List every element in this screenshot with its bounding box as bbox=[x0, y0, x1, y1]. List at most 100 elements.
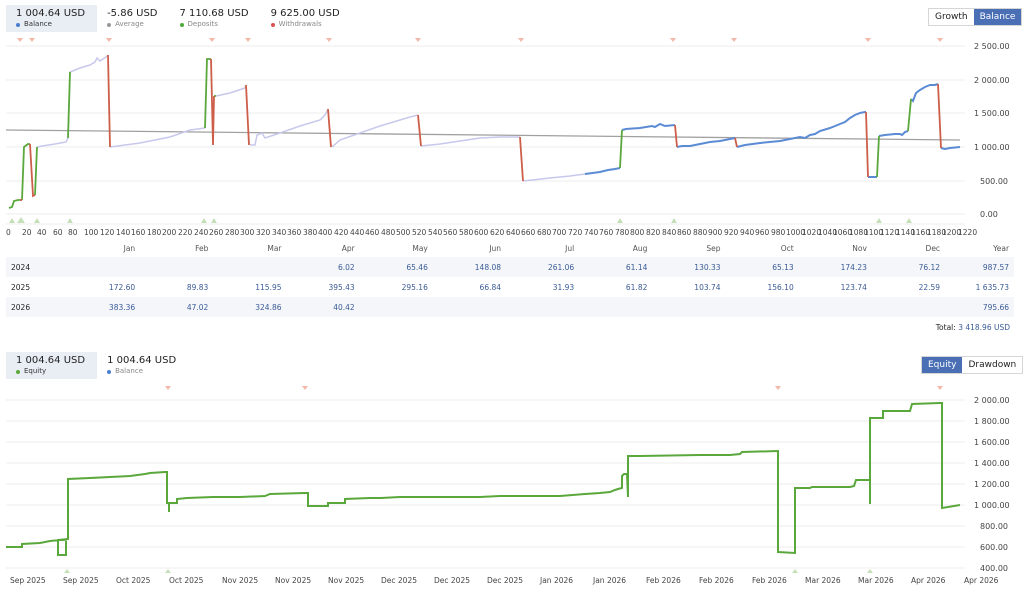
svg-text:360: 360 bbox=[287, 228, 302, 237]
svg-text:1 500.00: 1 500.00 bbox=[974, 109, 1010, 118]
stat-value: 1 004.64 USD bbox=[107, 355, 177, 366]
total-value: 3 418.96 USD bbox=[958, 323, 1010, 332]
average-line bbox=[5, 129, 961, 141]
svg-text:600: 600 bbox=[474, 228, 489, 237]
svg-text:400.00: 400.00 bbox=[980, 564, 1008, 573]
stat-equity[interactable]: 1 004.64 USD Equity bbox=[6, 352, 98, 379]
svg-text:Dec 2025: Dec 2025 bbox=[434, 576, 470, 585]
average-dot-icon bbox=[107, 22, 112, 27]
svg-text:940: 940 bbox=[740, 228, 755, 237]
growth-button[interactable]: Growth bbox=[929, 9, 974, 25]
svg-text:980: 980 bbox=[771, 228, 786, 237]
table-row: 2026 383.36 47.02 324.86 40.42 795.66 bbox=[6, 297, 1014, 317]
equity-button[interactable]: Equity bbox=[922, 357, 963, 373]
balance-dot-icon bbox=[16, 22, 20, 27]
withdrawal-segments bbox=[20, 54, 942, 201]
svg-text:0.00: 0.00 bbox=[980, 210, 998, 219]
svg-text:560: 560 bbox=[443, 228, 458, 237]
svg-text:460: 460 bbox=[365, 228, 380, 237]
svg-text:680: 680 bbox=[537, 228, 552, 237]
growth-balance-toggle: Growth Balance bbox=[928, 8, 1023, 26]
svg-text:1 000.00: 1 000.00 bbox=[974, 143, 1010, 152]
svg-text:Oct 2025: Oct 2025 bbox=[116, 576, 151, 585]
svg-text:420: 420 bbox=[334, 228, 349, 237]
svg-text:500: 500 bbox=[396, 228, 411, 237]
svg-text:400: 400 bbox=[318, 228, 333, 237]
stat-label: Average bbox=[115, 20, 144, 28]
svg-text:1020: 1020 bbox=[802, 228, 821, 237]
svg-text:860: 860 bbox=[677, 228, 692, 237]
svg-text:220: 220 bbox=[178, 228, 193, 237]
stat-withdrawals[interactable]: 9 625.00 USD Withdrawals bbox=[261, 5, 352, 32]
svg-text:1220: 1220 bbox=[958, 228, 977, 237]
balance-line-history bbox=[36, 54, 109, 148]
drawdown-button[interactable]: Drawdown bbox=[962, 357, 1023, 373]
svg-text:0: 0 bbox=[6, 228, 11, 237]
withdrawal-markers bbox=[17, 38, 943, 42]
svg-text:380: 380 bbox=[303, 228, 318, 237]
svg-text:720: 720 bbox=[568, 228, 583, 237]
svg-text:1000: 1000 bbox=[786, 228, 805, 237]
stat-label: Balance bbox=[115, 367, 143, 375]
svg-text:960: 960 bbox=[755, 228, 770, 237]
svg-text:280: 280 bbox=[225, 228, 240, 237]
table-row: 2024 6.02 65.46 148.08 261.06 61.14 130.… bbox=[6, 257, 1014, 277]
deposit-markers bbox=[64, 569, 873, 573]
y-axis-labels: 2 000.00 1 800.00 1 600.00 1 400.00 1 20… bbox=[974, 396, 1010, 573]
svg-text:Feb 2026: Feb 2026 bbox=[699, 576, 734, 585]
balance-button[interactable]: Balance bbox=[973, 9, 1022, 25]
x-axis-labels: Sep 2025 Sep 2025 Oct 2025 Oct 2025 Nov 202… bbox=[10, 576, 999, 585]
stat-deposits[interactable]: 7 110.68 USD Deposits bbox=[170, 5, 261, 32]
svg-text:1 200.00: 1 200.00 bbox=[974, 480, 1010, 489]
svg-text:320: 320 bbox=[256, 228, 271, 237]
svg-text:1100: 1100 bbox=[864, 228, 883, 237]
svg-text:1080: 1080 bbox=[849, 228, 868, 237]
svg-text:900: 900 bbox=[708, 228, 723, 237]
svg-text:260: 260 bbox=[209, 228, 224, 237]
svg-text:1 600.00: 1 600.00 bbox=[974, 438, 1010, 447]
equity-dot-icon bbox=[16, 369, 20, 374]
svg-text:2 500.00: 2 500.00 bbox=[974, 42, 1010, 51]
svg-text:1 400.00: 1 400.00 bbox=[974, 459, 1010, 468]
svg-text:100: 100 bbox=[84, 228, 99, 237]
svg-text:1 000.00: 1 000.00 bbox=[974, 501, 1010, 510]
svg-text:1160: 1160 bbox=[911, 228, 930, 237]
svg-text:180: 180 bbox=[147, 228, 162, 237]
balance-stats: 1 004.64 USD Balance -5.86 USD Average 7… bbox=[6, 5, 352, 33]
svg-text:880: 880 bbox=[693, 228, 708, 237]
svg-text:Dec 2025: Dec 2025 bbox=[487, 576, 523, 585]
svg-text:780: 780 bbox=[615, 228, 630, 237]
y-axis-labels: 2 500.00 2 000.00 1 500.00 1 000.00 500.… bbox=[974, 42, 1010, 219]
svg-text:240: 240 bbox=[194, 228, 209, 237]
equity-stats: 1 004.64 USD Equity 1 004.64 USD Balance bbox=[6, 352, 188, 380]
svg-text:500.00: 500.00 bbox=[980, 177, 1008, 186]
table-row: 2025 172.60 89.83 115.95 395.43 295.16 6… bbox=[11, 282, 1010, 292]
svg-text:1200: 1200 bbox=[942, 228, 961, 237]
grid-lines bbox=[6, 399, 965, 569]
withdrawal-markers bbox=[165, 386, 943, 390]
stat-balance[interactable]: 1 004.64 USD Balance bbox=[6, 5, 98, 32]
svg-text:Sep 2025: Sep 2025 bbox=[63, 576, 99, 585]
stat-label: Deposits bbox=[187, 20, 218, 28]
svg-text:160: 160 bbox=[131, 228, 146, 237]
stat-value: -5.86 USD bbox=[107, 8, 158, 19]
svg-text:600.00: 600.00 bbox=[980, 543, 1008, 552]
stat-balance[interactable]: 1 004.64 USD Balance bbox=[97, 352, 188, 379]
equity-chart[interactable]: 2 000.00 1 800.00 1 600.00 1 400.00 1 20… bbox=[0, 380, 1024, 592]
svg-text:120: 120 bbox=[100, 228, 115, 237]
deposit-segments bbox=[8, 58, 912, 209]
svg-text:800: 800 bbox=[630, 228, 645, 237]
balance-line bbox=[584, 167, 621, 175]
svg-text:Jan 2026: Jan 2026 bbox=[539, 576, 573, 585]
stat-value: 1 004.64 USD bbox=[16, 8, 86, 19]
svg-text:80: 80 bbox=[68, 228, 78, 237]
stat-label: Withdrawals bbox=[278, 20, 322, 28]
svg-text:Nov 2025: Nov 2025 bbox=[328, 576, 364, 585]
svg-text:Nov 2025: Nov 2025 bbox=[222, 576, 258, 585]
total-summary: Total: 3 418.96 USD bbox=[936, 323, 1010, 332]
x-axis-labels: 0 20 40 60 80 100 120 140 160 180 200 220 240 260 28… bbox=[6, 228, 977, 237]
balance-chart[interactable]: 2 500.00 2 000.00 1 500.00 1 000.00 500.… bbox=[0, 30, 1024, 240]
stat-average[interactable]: -5.86 USD Average bbox=[97, 5, 169, 32]
svg-text:Nov 2025: Nov 2025 bbox=[275, 576, 311, 585]
stat-value: 9 625.00 USD bbox=[270, 8, 340, 19]
